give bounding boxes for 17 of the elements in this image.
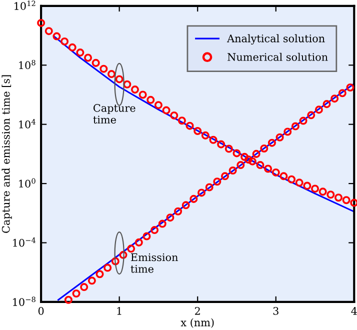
annotation: Capture time [93, 104, 136, 124]
x-tick-label: 4 [351, 306, 357, 315]
y-tick-label: 10$^{12}$ [14, 0, 36, 10]
legend-label: Analytical solution [227, 34, 325, 45]
legend-label: Numerical solution [228, 52, 328, 61]
y-tick-label: 10$^{−8}$ [13, 296, 36, 306]
annotation: Emission time [130, 253, 178, 273]
x-tick-label: 1 [117, 306, 122, 315]
y-tick-label: 10$^{0}$ [19, 178, 36, 188]
y-tick-label: 10$^{8}$ [19, 60, 36, 70]
y-axis-title: Capture and emission time [s] [2, 75, 12, 233]
x-axis-title: x (nm) [180, 318, 214, 328]
y-tick-label: 10$^{4}$ [19, 119, 36, 128]
y-tick-label: 10$^{−4}$ [13, 237, 36, 247]
x-tick-label: 3 [273, 306, 278, 315]
x-tick-label: 0 [38, 306, 44, 315]
x-tick-label: 2 [194, 306, 200, 315]
